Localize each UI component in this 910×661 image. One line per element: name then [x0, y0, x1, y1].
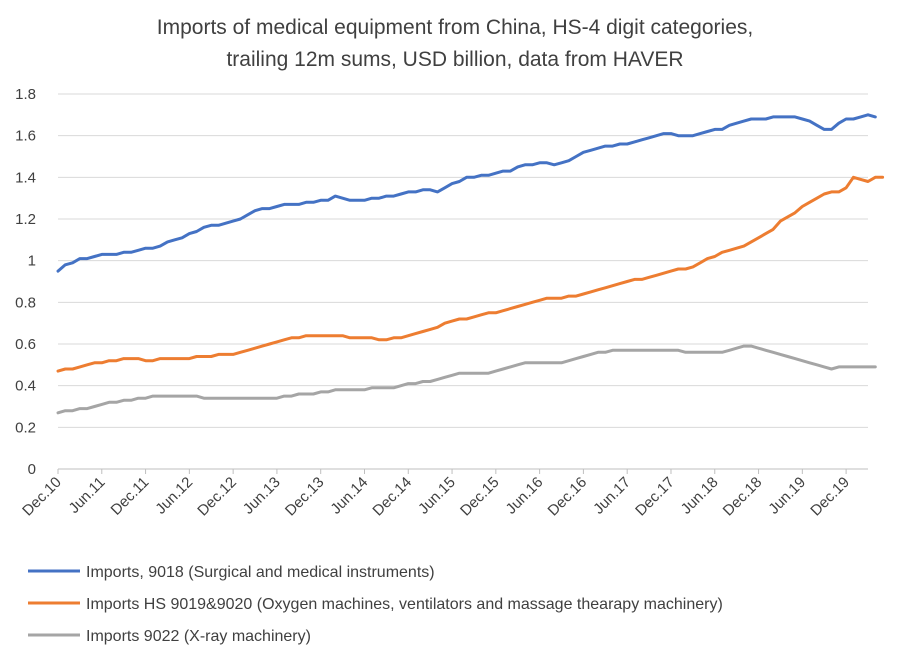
chart-title-line-1: Imports of medical equipment from China,… — [157, 16, 753, 39]
y-tick-label: 1.4 — [15, 169, 36, 186]
x-tick-label: Jun.15 — [415, 474, 459, 518]
x-tick-label: Jun.11 — [66, 474, 109, 517]
x-tick-label: Dec.17 — [632, 474, 678, 520]
x-tick-label: Dec.11 — [108, 474, 153, 519]
x-tick-label: Jun.14 — [327, 474, 371, 518]
x-tick-label: Jun.13 — [240, 474, 284, 518]
x-tick-label: Dec.15 — [457, 474, 503, 520]
legend-label-1: Imports, 9018 (Surgical and medical inst… — [86, 564, 435, 581]
y-tick-label: 0.8 — [15, 294, 36, 311]
y-tick-label: 1.2 — [15, 211, 36, 228]
x-tick-label: Dec.13 — [282, 474, 328, 520]
legend-label-2: Imports HS 9019&9020 (Oxygen machines, v… — [86, 596, 723, 613]
x-tick-label: Dec.16 — [545, 474, 591, 520]
x-tick-label: Dec.10 — [19, 474, 65, 520]
y-tick-label: 0.4 — [15, 378, 36, 395]
series-lines — [56, 113, 885, 415]
x-tick-label: Jun.19 — [765, 474, 809, 518]
y-tick-label: 1.6 — [15, 128, 36, 145]
chart-title: Imports of medical equipment from China,… — [157, 16, 753, 71]
series-line-3 — [56, 344, 877, 415]
x-tick-label: Dec.12 — [194, 474, 240, 520]
y-axis: 0 0.2 0.4 0.6 0.8 1 1.2 1.4 1.6 1.8 — [15, 86, 36, 478]
gridlines — [58, 93, 868, 470]
y-tick-label: 0 — [28, 461, 36, 478]
y-tick-label: 1.8 — [15, 86, 36, 103]
x-tick-label: Jun.17 — [590, 474, 634, 518]
y-tick-label: 1 — [28, 253, 36, 270]
x-tick-label: Dec.14 — [369, 474, 415, 520]
x-tick-label: Jun.16 — [503, 474, 547, 518]
x-tick-label: Jun.12 — [152, 474, 196, 518]
x-tick-label: Dec.19 — [807, 474, 853, 520]
y-tick-label: 0.6 — [15, 336, 36, 353]
x-tick-label: Jun.18 — [678, 474, 722, 518]
series-line-2 — [56, 175, 885, 373]
chart-title-line-2: trailing 12m sums, USD billion, data fro… — [226, 48, 683, 71]
x-tick-label: Dec.18 — [720, 474, 766, 520]
y-tick-label: 0.2 — [15, 419, 36, 436]
legend-label-3: Imports 9022 (X-ray machinery) — [86, 628, 311, 645]
legend: Imports, 9018 (Surgical and medical inst… — [28, 564, 723, 645]
series-line-1 — [56, 113, 877, 273]
